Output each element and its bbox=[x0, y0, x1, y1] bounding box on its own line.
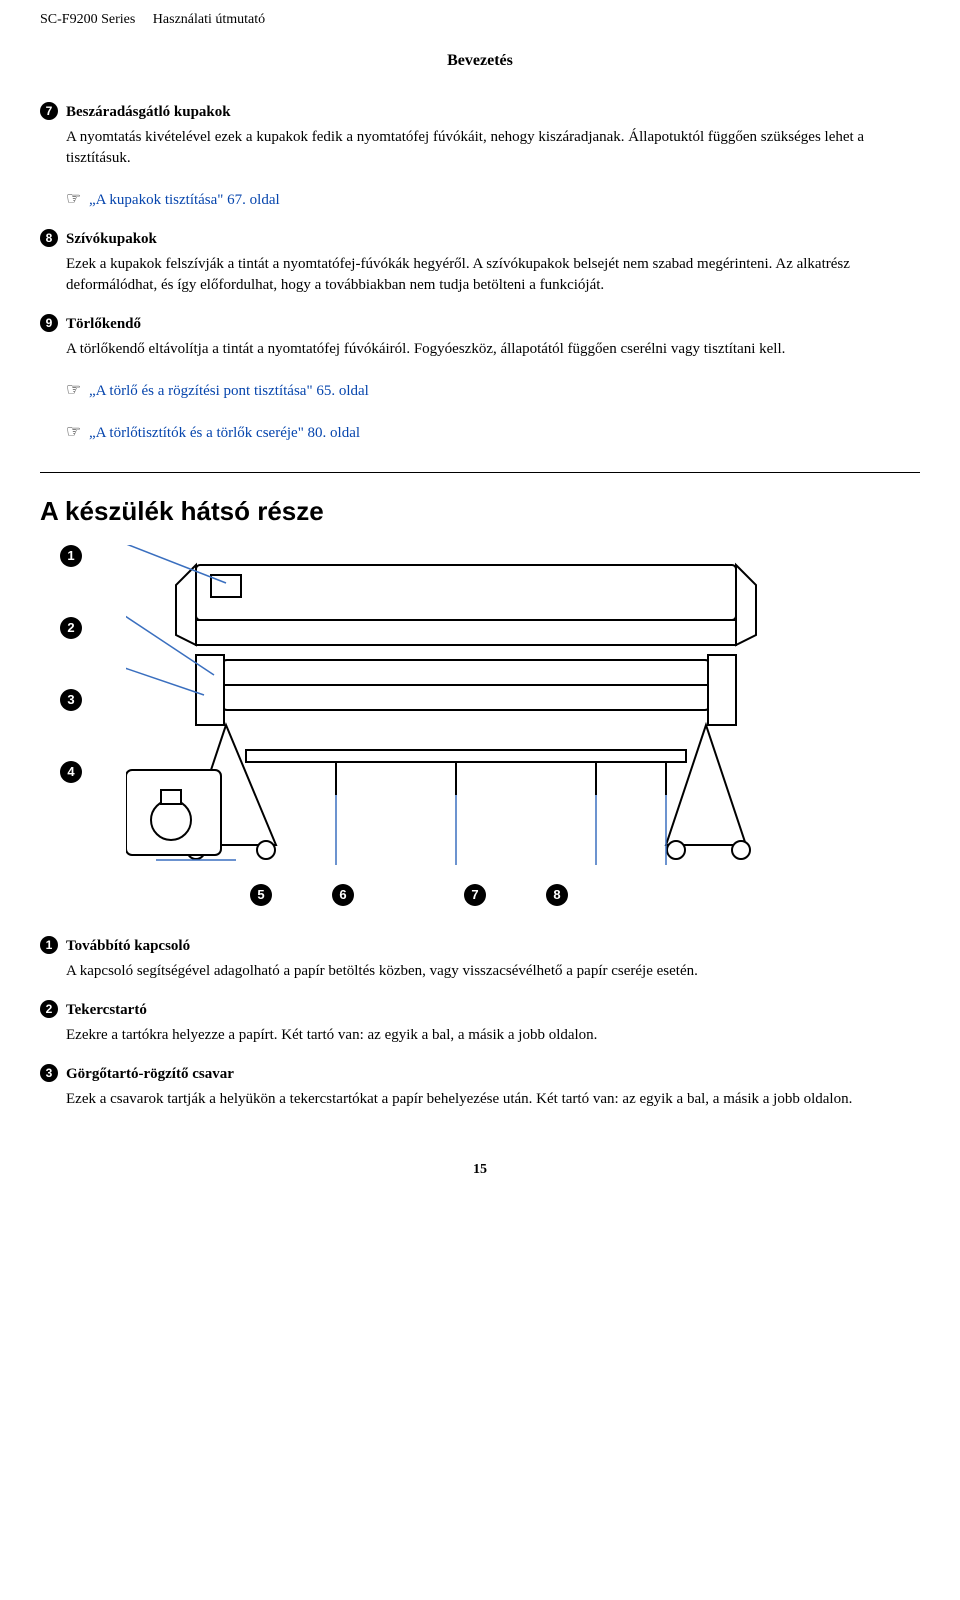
item-description: Ezekre a tartókra helyezze a papírt. Két… bbox=[66, 1025, 920, 1046]
list-item: 8 Szívókupakok bbox=[40, 229, 920, 250]
item-title: Görgőtartó-rögzítő csavar bbox=[66, 1066, 234, 1082]
diagram-left-callouts: 1 2 3 4 bbox=[60, 545, 82, 783]
diagram-callout: 2 bbox=[60, 617, 82, 639]
item-description: A törlőkendő eltávolítja a tintát a nyom… bbox=[66, 339, 920, 360]
link-text: „A törlő és a rögzítési pont tisztítása"… bbox=[89, 383, 369, 399]
diagram-callout: 6 bbox=[332, 884, 354, 906]
item-number: 8 bbox=[40, 229, 58, 247]
item-description: A kapcsoló segítségével adagolható a pap… bbox=[66, 961, 920, 982]
list-item: 1 Továbbító kapcsoló bbox=[40, 936, 920, 957]
item-number: 3 bbox=[40, 1064, 58, 1082]
diagram-callout: 4 bbox=[60, 761, 82, 783]
reference-link[interactable]: ☞ „A törlőtisztítók és a törlők cseréje"… bbox=[66, 420, 920, 444]
pointer-icon: ☞ bbox=[66, 422, 81, 441]
pointer-icon: ☞ bbox=[66, 189, 81, 208]
back-heading: A készülék hátsó része bbox=[40, 493, 920, 529]
reference-link[interactable]: ☞ „A törlő és a rögzítési pont tisztítás… bbox=[66, 378, 920, 402]
list-item: 3 Görgőtartó-rögzítő csavar bbox=[40, 1064, 920, 1085]
section-title: Bevezetés bbox=[40, 50, 920, 72]
item-description: A nyomtatás kivételével ezek a kupakok f… bbox=[66, 127, 920, 169]
reference-link[interactable]: ☞ „A kupakok tisztítása" 67. oldal bbox=[66, 187, 920, 211]
separator bbox=[40, 472, 920, 473]
item-title: Tekercstartó bbox=[66, 1002, 147, 1018]
header-guide: Használati útmutató bbox=[153, 12, 265, 27]
list-item: 9 Törlőkendő bbox=[40, 314, 920, 335]
item-title: Törlőkendő bbox=[66, 316, 141, 332]
page-header: SC-F9200 Series Használati útmutató bbox=[40, 10, 920, 30]
printer-illustration bbox=[126, 545, 766, 865]
link-text: „A törlőtisztítók és a törlők cseréje" 8… bbox=[89, 425, 360, 441]
item-title: Beszáradásgátló kupakok bbox=[66, 104, 231, 120]
item-number: 1 bbox=[40, 936, 58, 954]
pointer-icon: ☞ bbox=[66, 380, 81, 399]
diagram-callout: 7 bbox=[464, 884, 486, 906]
item-title: Szívókupakok bbox=[66, 231, 157, 247]
item-description: Ezek a csavarok tartják a helyükön a tek… bbox=[66, 1089, 920, 1110]
list-item: 7 Beszáradásgátló kupakok bbox=[40, 102, 920, 123]
item-number: 9 bbox=[40, 314, 58, 332]
item-description: Ezek a kupakok felszívják a tintát a nyo… bbox=[66, 254, 920, 296]
diagram-callout: 1 bbox=[60, 545, 82, 567]
diagram-callout: 3 bbox=[60, 689, 82, 711]
item-number: 7 bbox=[40, 102, 58, 120]
header-series: SC-F9200 Series bbox=[40, 12, 135, 27]
link-text: „A kupakok tisztítása" 67. oldal bbox=[89, 192, 280, 208]
diagram-callout: 5 bbox=[250, 884, 272, 906]
list-item: 2 Tekercstartó bbox=[40, 1000, 920, 1021]
diagram-bottom-callouts: 5 6 7 8 bbox=[250, 884, 920, 906]
item-number: 2 bbox=[40, 1000, 58, 1018]
printer-diagram: 1 2 3 4 bbox=[60, 545, 920, 906]
page-number: 15 bbox=[40, 1160, 920, 1180]
diagram-callout: 8 bbox=[546, 884, 568, 906]
item-title: Továbbító kapcsoló bbox=[66, 938, 190, 954]
